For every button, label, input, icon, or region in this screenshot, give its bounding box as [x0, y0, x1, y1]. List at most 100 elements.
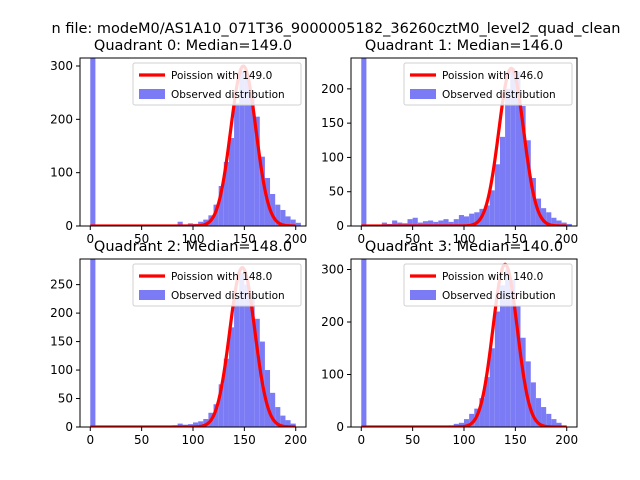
- x-tick-label: 150: [233, 433, 256, 447]
- legend: Poission with 146.0 Observed distribution: [403, 62, 573, 106]
- histogram-bar: [228, 327, 235, 427]
- x-tick-label: 50: [405, 232, 420, 246]
- histogram-bar: [417, 222, 423, 226]
- figure-title: n file: modeM0/AS1A10_071T36_9000005182_…: [52, 21, 621, 37]
- histogram-bar: [484, 205, 490, 226]
- histogram-bar: [290, 219, 296, 226]
- histogram-bar: [499, 285, 506, 427]
- x-tick-label: 100: [453, 232, 476, 246]
- histogram-bar: [443, 219, 449, 226]
- histogram-bar: [464, 216, 470, 226]
- histogram-bar: [428, 220, 434, 226]
- histogram-bar: [499, 136, 506, 226]
- histogram-bar: [270, 392, 276, 427]
- histogram-bar: [234, 296, 240, 427]
- histogram-bar: [433, 221, 439, 226]
- histogram-bar: [546, 413, 552, 427]
- histogram-bar: [228, 138, 235, 226]
- y-tick-label: 250: [50, 278, 73, 292]
- histogram-bar: [448, 221, 454, 226]
- histogram-bar: [280, 415, 286, 427]
- histogram-bar: [198, 421, 204, 427]
- y-tick-label: 200: [50, 306, 73, 320]
- histogram-bar: [489, 348, 495, 427]
- histogram-bar: [464, 419, 470, 427]
- histogram-bar: [438, 220, 444, 226]
- histogram-bar: [397, 222, 403, 226]
- histogram-bar: [223, 162, 229, 226]
- histogram-bar: [239, 273, 245, 427]
- histogram-bar: [556, 422, 562, 427]
- y-tick-label: 100: [50, 166, 73, 180]
- x-tick-label: 0: [357, 232, 365, 246]
- y-tick-label: 200: [50, 112, 73, 126]
- histogram-bar: [541, 407, 547, 427]
- subplot-title: Quadrant 2: Median=148.0: [94, 239, 292, 255]
- y-tick-label: 50: [329, 185, 344, 199]
- y-tick-label: 0: [336, 219, 344, 233]
- histogram-bar: [218, 186, 224, 226]
- y-tick-label: 300: [321, 263, 344, 277]
- subplot-title: Quadrant 1: Median=146.0: [365, 38, 563, 54]
- y-tick-label: 200: [321, 315, 344, 329]
- y-tick-label: 0: [65, 219, 73, 233]
- legend-hist-label: Observed distribution: [171, 290, 285, 302]
- legend-hist-label: Observed distribution: [171, 89, 285, 101]
- subplot-quadrant-2: Quadrant 2: Median=148.0 0 50 100 150 200 0 50 1…: [50, 239, 307, 447]
- histogram-bar: [469, 213, 475, 226]
- histogram-bar: [249, 296, 255, 427]
- histogram-bar: [530, 382, 536, 427]
- legend-hist-swatch: [139, 290, 165, 300]
- legend-fit-label: Poission with 140.0: [442, 271, 543, 283]
- histogram-bar: [515, 71, 521, 226]
- histogram-bar: [392, 220, 398, 226]
- histogram-bar: [551, 419, 557, 427]
- x-tick-label: 50: [134, 232, 149, 246]
- plot-area: [360, 259, 568, 427]
- legend-hist-label: Observed distribution: [442, 290, 556, 302]
- histogram-bar: [520, 106, 526, 226]
- histogram-bar: [510, 280, 516, 427]
- y-tick-label: 0: [65, 420, 73, 434]
- histogram-bar: [412, 217, 418, 226]
- histogram-bar: [90, 259, 96, 427]
- y-tick-label: 300: [50, 59, 73, 73]
- histogram-bar: [546, 212, 552, 226]
- histogram-bar: [295, 222, 301, 226]
- legend-box: [403, 62, 573, 106]
- y-tick-label: 150: [50, 335, 73, 349]
- x-tick-label: 200: [555, 433, 578, 447]
- x-tick-label: 150: [233, 232, 256, 246]
- histogram-bar: [505, 88, 511, 226]
- x-tick-label: 200: [555, 232, 578, 246]
- subplot-title: Quadrant 3: Median=140.0: [365, 239, 563, 255]
- histogram-bar: [275, 407, 281, 427]
- histogram-bar: [561, 222, 567, 226]
- histogram-bar: [535, 398, 542, 427]
- histogram-bar: [556, 220, 562, 226]
- histogram-bar: [494, 164, 500, 226]
- histogram-bar: [223, 358, 229, 427]
- histogram-bar: [280, 210, 286, 226]
- histogram-bar: [285, 420, 291, 427]
- histogram-bar: [264, 370, 271, 427]
- histogram-bar: [484, 377, 490, 427]
- histogram-bar: [381, 222, 387, 226]
- histogram-bar: [422, 221, 429, 226]
- y-tick-label: 150: [321, 116, 344, 130]
- histogram-bar: [213, 404, 219, 427]
- histogram-bar: [458, 422, 464, 427]
- histogram-bar: [177, 221, 183, 226]
- legend-fit-label: Poission with 148.0: [171, 271, 272, 283]
- histogram-bar: [458, 215, 464, 226]
- x-tick-label: 0: [86, 232, 94, 246]
- x-tick-label: 50: [134, 433, 149, 447]
- legend: Poission with 149.0 Observed distribution: [132, 62, 302, 106]
- histogram-bar: [530, 178, 536, 226]
- histogram-bar: [474, 212, 480, 226]
- x-tick-label: 150: [504, 232, 527, 246]
- x-tick-label: 200: [284, 232, 307, 246]
- histogram-bar: [551, 217, 557, 226]
- legend-fit-label: Poission with 146.0: [442, 70, 543, 82]
- histogram-bar: [494, 311, 500, 427]
